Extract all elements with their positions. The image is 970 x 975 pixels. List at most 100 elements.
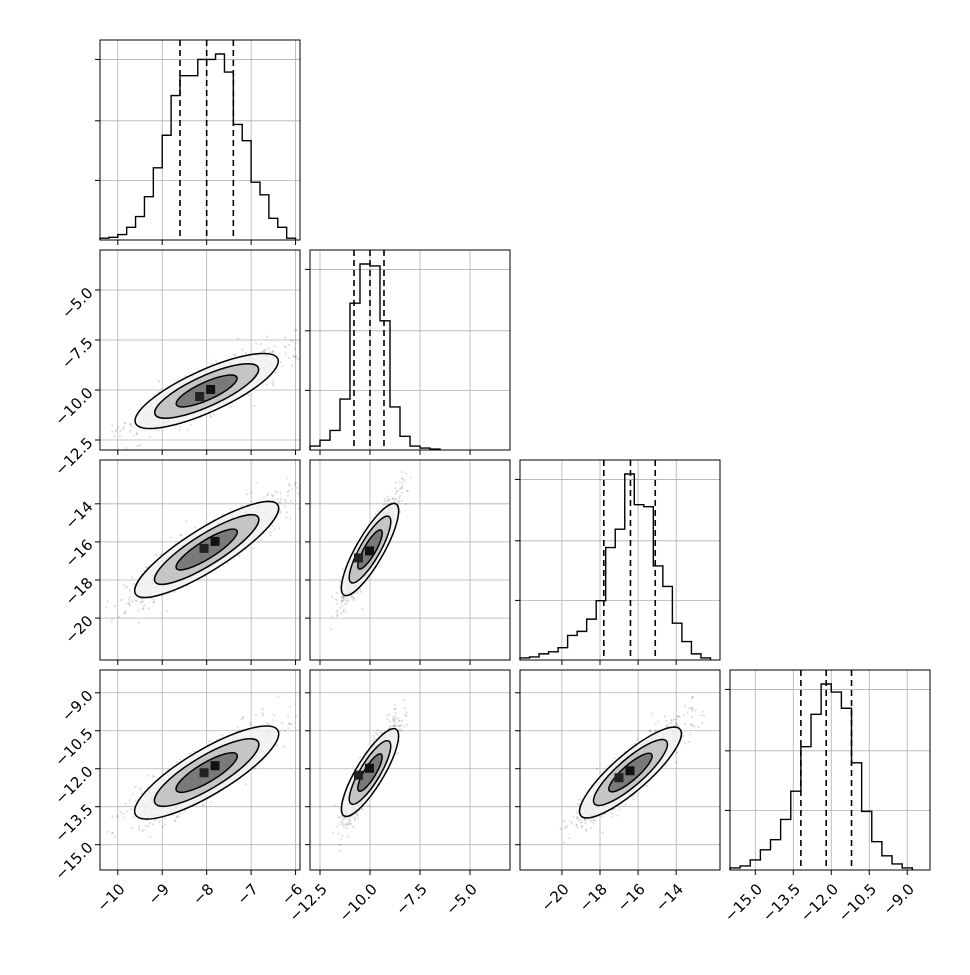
scatter-point [339, 850, 341, 852]
scatter-point [123, 816, 125, 818]
histogram-panel-3: −15.0−13.5−12.0−10.5−9.0 [721, 670, 930, 925]
x-tick-label: −7.5 [392, 880, 430, 918]
scatter-point [177, 816, 179, 818]
scatter-point [271, 351, 273, 353]
scatter-point [338, 833, 340, 835]
scatter-point [290, 500, 292, 502]
scatter-point [152, 598, 154, 600]
scatter-point [280, 498, 282, 500]
scatter-point [157, 554, 159, 556]
scatter-point [410, 476, 412, 478]
histogram-step-line [730, 684, 912, 870]
scatter-point [395, 482, 397, 484]
scatter-point [265, 348, 267, 350]
scatter-point [295, 356, 297, 358]
scatter-point [285, 353, 287, 355]
scatter-point [210, 801, 212, 803]
scatter-point [154, 819, 156, 821]
x-tick-label: −9.0 [880, 880, 918, 918]
scatter-point [164, 823, 166, 825]
scatter-point [136, 432, 138, 434]
scatter-point [302, 510, 304, 512]
scatter-point [115, 429, 117, 431]
scatter-point [245, 783, 247, 785]
scatter-point [129, 799, 131, 801]
histogram-panel-0 [95, 40, 300, 245]
scatter-point [271, 525, 273, 527]
x-tick-label: −12.0 [797, 880, 842, 925]
scatter-point [274, 345, 276, 347]
scatter-point [284, 505, 286, 507]
panel-frame [100, 40, 300, 240]
scatter-point [283, 746, 285, 748]
scatter-point [147, 775, 149, 777]
scatter-point [208, 740, 210, 742]
scatter-point [234, 354, 236, 356]
scatter-panel-3-0: −10−9−8−7−6−15.0−13.5−12.0−10.5−9.0 [51, 670, 343, 915]
scatter-point [342, 568, 344, 570]
scatter-point [353, 599, 355, 601]
scatter-point [386, 500, 388, 502]
scatter-point [153, 776, 155, 778]
scatter-point [175, 761, 177, 763]
scatter-point [302, 356, 304, 358]
scatter-point [406, 724, 408, 726]
scatter-point [337, 613, 339, 615]
scatter-point [343, 596, 345, 598]
scatter-point [139, 444, 141, 446]
panel-frame [100, 250, 300, 450]
scatter-point [179, 812, 181, 814]
scatter-point [275, 372, 277, 374]
scatter-point [121, 598, 123, 600]
scatter-point [266, 722, 268, 724]
scatter-point [272, 380, 274, 382]
y-tick-label: −10.5 [51, 725, 96, 770]
scatter-point [399, 495, 401, 497]
scatter-point [272, 719, 274, 721]
density-peak [195, 392, 204, 401]
scatter-point [184, 810, 186, 812]
y-tick-label: −7.5 [58, 334, 96, 372]
scatter-point [179, 759, 181, 761]
scatter-point [129, 604, 131, 606]
scatter-point [281, 365, 283, 367]
scatter-point [404, 479, 406, 481]
scatter-point [230, 405, 232, 407]
y-tick-label: −12.5 [51, 434, 96, 479]
scatter-point [336, 592, 338, 594]
scatter-point [375, 513, 377, 515]
x-tick-label: −8 [189, 880, 217, 908]
scatter-point [164, 818, 166, 820]
scatter-point [295, 342, 297, 344]
scatter-point [287, 716, 289, 718]
scatter-point [202, 804, 204, 806]
scatter-point [276, 744, 278, 746]
scatter-point [269, 531, 271, 533]
scatter-point [391, 497, 393, 499]
x-tick-label: −10 [93, 880, 128, 915]
histogram-step-line [520, 474, 710, 660]
scatter-point [142, 608, 144, 610]
scatter-point [126, 586, 128, 588]
scatter-point [250, 501, 252, 503]
scatter-point [148, 607, 150, 609]
scatter-point [361, 608, 363, 610]
scatter-point [404, 726, 406, 728]
density-peak [200, 544, 209, 553]
scatter-point [337, 609, 339, 611]
scatter-point [296, 487, 298, 489]
scatter-point [286, 511, 288, 513]
panel-content [330, 471, 412, 630]
scatter-point [287, 495, 289, 497]
scatter-point [179, 429, 181, 431]
scatter-point [342, 610, 344, 612]
histogram-step-line [310, 264, 440, 450]
scatter-panel-2-1 [305, 460, 510, 665]
scatter-point [174, 820, 176, 822]
scatter-point [280, 361, 282, 363]
scatter-point [394, 487, 396, 489]
scatter-point [145, 566, 147, 568]
scatter-point [253, 405, 255, 407]
scatter-point [143, 604, 145, 606]
